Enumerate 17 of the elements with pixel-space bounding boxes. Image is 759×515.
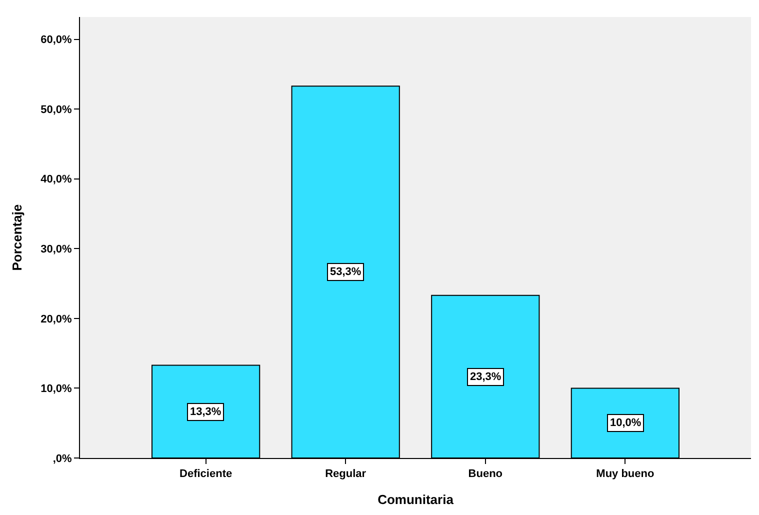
x-tick-label: Regular [325, 468, 367, 480]
y-tick-label: 30,0% [40, 244, 72, 256]
data-label: 13,3% [190, 406, 222, 418]
y-tick-label: 40,0% [40, 174, 72, 186]
x-tick-label: Bueno [468, 468, 503, 480]
y-tick-label: 20,0% [40, 313, 72, 326]
y-tick-label: ,0% [52, 452, 72, 465]
x-tick-label: Deficiente [180, 468, 232, 480]
data-label: 10,0% [610, 417, 642, 429]
x-axis-title: Comunitaria [378, 492, 454, 507]
y-tick-label: 50,0% [40, 104, 72, 116]
y-tick-label: 10,0% [40, 383, 72, 396]
data-label: 53,3% [330, 266, 362, 278]
data-label: 23,3% [470, 371, 502, 383]
x-tick-label: Muy bueno [596, 468, 654, 480]
y-axis-title: Porcentaje [10, 204, 25, 271]
y-tick-label: 60,0% [40, 34, 72, 46]
